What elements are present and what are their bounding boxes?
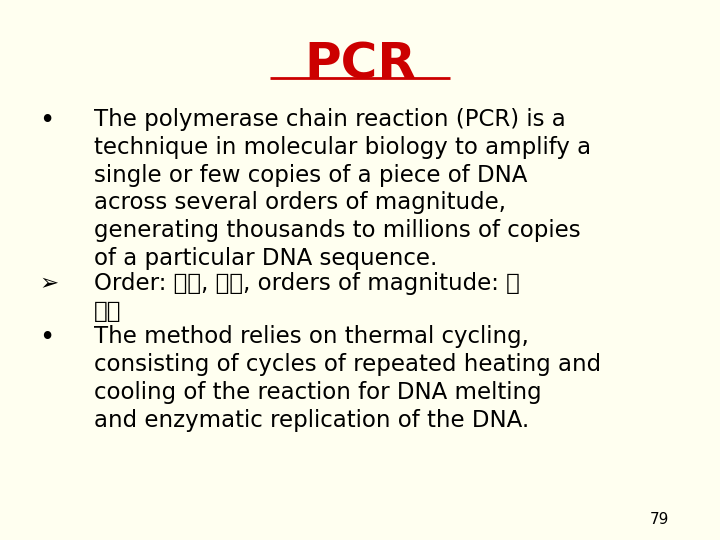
Text: 릿수: 릿수: [94, 300, 121, 323]
Text: •: •: [40, 108, 55, 134]
Text: Order: 순서, 명령, orders of magnitude: 자: Order: 순서, 명령, orders of magnitude: 자: [94, 272, 519, 295]
Text: 79: 79: [650, 511, 670, 526]
Text: •: •: [40, 325, 55, 351]
Text: across several orders of magnitude,: across several orders of magnitude,: [94, 191, 505, 214]
Text: cooling of the reaction for DNA melting: cooling of the reaction for DNA melting: [94, 381, 541, 404]
Text: The method relies on thermal cycling,: The method relies on thermal cycling,: [94, 325, 528, 348]
Text: of a particular DNA sequence.: of a particular DNA sequence.: [94, 247, 437, 270]
Text: consisting of cycles of repeated heating and: consisting of cycles of repeated heating…: [94, 353, 600, 376]
Text: technique in molecular biology to amplify a: technique in molecular biology to amplif…: [94, 136, 590, 159]
Text: single or few copies of a piece of DNA: single or few copies of a piece of DNA: [94, 164, 527, 187]
Text: ➢: ➢: [40, 272, 59, 295]
Text: PCR: PCR: [304, 40, 416, 89]
Text: generating thousands to millions of copies: generating thousands to millions of copi…: [94, 219, 580, 242]
Text: The polymerase chain reaction (PCR) is a: The polymerase chain reaction (PCR) is a: [94, 108, 565, 131]
Text: and enzymatic replication of the DNA.: and enzymatic replication of the DNA.: [94, 408, 529, 431]
